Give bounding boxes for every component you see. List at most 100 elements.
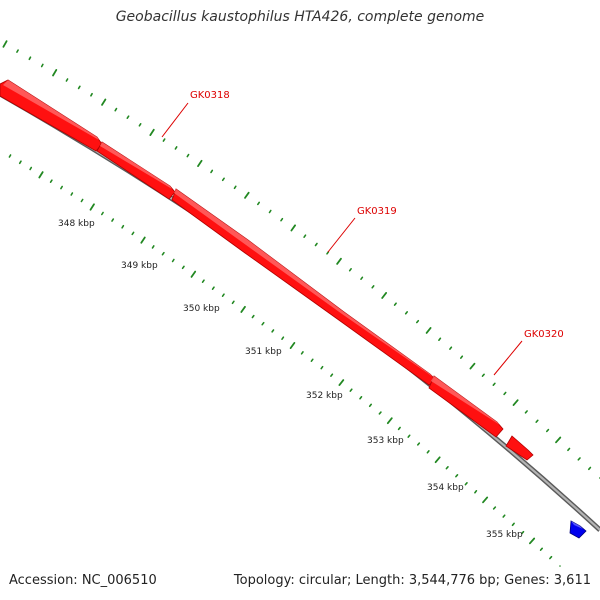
genome-backbone [0, 91, 600, 532]
tick-label: 355 kbp [486, 530, 523, 540]
minor-tick [455, 473, 459, 478]
tick-label: 353 kbp [367, 436, 404, 446]
minor-tick [161, 251, 165, 256]
minor-tick [271, 329, 275, 333]
minor-tick [415, 319, 420, 324]
minor-tick [360, 276, 364, 281]
minor-tick [449, 346, 453, 350]
tick-label: 352 kbp [306, 391, 343, 401]
minor-tick [577, 457, 581, 461]
accession-label: Accession: NC_006510 [9, 573, 157, 588]
minor-tick [326, 251, 330, 255]
minor-tick [114, 107, 118, 112]
tick-label: 351 kbp [245, 347, 282, 357]
minor-tick [314, 242, 318, 247]
minor-tick [348, 267, 352, 272]
minor-tick [524, 410, 528, 414]
minor-tick [8, 154, 12, 158]
minor-tick [181, 265, 185, 270]
tick-label: 348 kbp [58, 219, 95, 229]
major-tick [290, 224, 297, 232]
major-tick [381, 291, 388, 299]
minor-tick [80, 198, 84, 203]
gene-label-gk0319[interactable]: GK0319 [357, 206, 397, 217]
minor-tick [256, 201, 261, 206]
minor-tick [210, 169, 214, 174]
minor-tick [49, 179, 53, 183]
major-tick [425, 326, 432, 334]
minor-tick [60, 185, 64, 190]
minor-tick [535, 419, 539, 423]
map-title: Geobacillus kaustophilus HTA426, complet… [115, 9, 485, 25]
minor-tick [371, 285, 375, 289]
minor-tick [404, 311, 409, 315]
minor-tick [397, 426, 401, 431]
minor-tick [174, 146, 178, 150]
minor-tick [438, 337, 442, 342]
minor-tick [459, 355, 464, 359]
minor-tick [303, 234, 307, 238]
gene-track [0, 79, 587, 539]
gene-feature[interactable] [428, 375, 504, 438]
major-tick [512, 399, 519, 407]
tick-label: 350 kbp [183, 304, 220, 314]
minor-tick [511, 522, 515, 527]
minor-tick [539, 547, 544, 551]
gene-feature[interactable] [171, 188, 437, 386]
major-tick [555, 436, 562, 444]
minor-tick [474, 489, 478, 494]
gene-feature[interactable] [96, 141, 176, 200]
major-tick [482, 496, 489, 504]
major-tick [101, 98, 107, 106]
minor-tick [18, 160, 22, 165]
major-tick [149, 128, 155, 137]
minor-tick [268, 209, 272, 214]
minor-tick [378, 411, 382, 415]
major-tick [434, 456, 441, 464]
tick-label-group: 348 kbp 349 kbp 350 kbp 351 kbp 352 kbp … [58, 219, 523, 540]
minor-tick [111, 218, 115, 222]
outer-tick-ring [2, 40, 600, 479]
minor-tick [300, 351, 304, 355]
major-tick [240, 305, 246, 313]
minor-tick [40, 63, 44, 68]
minor-tick [121, 224, 125, 229]
major-tick [336, 257, 342, 265]
major-tick [529, 537, 536, 545]
minor-tick [567, 447, 571, 452]
minor-tick [186, 153, 190, 158]
minor-tick [416, 442, 421, 446]
minor-tick [281, 336, 285, 341]
minor-tick [28, 56, 32, 61]
minor-tick [407, 434, 411, 438]
minor-tick [426, 450, 430, 454]
major-tick [89, 203, 95, 211]
minor-tick [131, 231, 135, 236]
gene-feature-reverse[interactable] [569, 520, 587, 539]
minor-tick [368, 403, 373, 408]
minor-tick [349, 388, 353, 392]
minor-tick [162, 138, 166, 142]
major-tick [289, 341, 296, 350]
major-tick [2, 40, 8, 48]
major-tick [197, 159, 203, 168]
major-tick [190, 270, 197, 278]
gene-label-gk0320[interactable]: GK0320 [524, 329, 564, 340]
minor-tick [261, 321, 265, 326]
minor-tick [211, 286, 215, 291]
major-tick [140, 236, 146, 244]
minor-tick [231, 300, 235, 305]
gene-label-gk0318[interactable]: GK0318 [190, 90, 230, 101]
tick-label: 354 kbp [427, 483, 464, 493]
gene-label-group: GK0318 GK0319 GK0320 [161, 90, 564, 376]
minor-tick [151, 245, 155, 249]
minor-tick [464, 481, 468, 486]
genome-summary: Topology: circular; Length: 3,544,776 bp… [233, 573, 591, 588]
minor-tick [221, 293, 225, 298]
gene-feature[interactable] [0, 79, 103, 152]
major-tick [38, 171, 44, 179]
minor-tick [492, 506, 497, 510]
gene-feature[interactable] [505, 435, 534, 461]
minor-tick [138, 123, 142, 127]
